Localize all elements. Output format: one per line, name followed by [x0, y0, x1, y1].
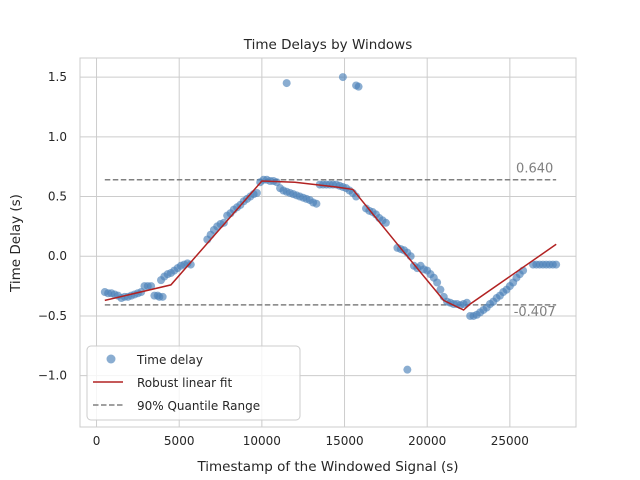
x-tick-label: 15000	[325, 434, 363, 448]
fit-line	[104, 180, 557, 311]
x-tick-label: 0	[93, 434, 101, 448]
data-point	[186, 260, 195, 269]
legend-marker-scatter	[106, 354, 116, 364]
y-tick-label: −1.0	[38, 369, 67, 383]
data-point	[354, 82, 363, 91]
quantile-lines	[104, 179, 557, 306]
x-tick-label: 20000	[408, 434, 446, 448]
chart-title: Time Delays by Windows	[243, 37, 412, 53]
data-point	[352, 192, 361, 201]
data-point	[462, 298, 471, 307]
y-tick-label: 0.5	[48, 190, 67, 204]
data-point	[312, 199, 321, 208]
x-axis-title: Timestamp of the Windowed Signal (s)	[196, 459, 458, 475]
data-point	[338, 73, 347, 82]
robust-fit-line	[104, 180, 557, 311]
y-tick-label: −0.5	[38, 309, 67, 323]
data-point	[282, 79, 291, 88]
data-point	[433, 278, 442, 287]
y-tick-label: 1.5	[48, 70, 67, 84]
data-point	[219, 218, 228, 227]
legend-label-quantile: 90% Quantile Range	[137, 399, 260, 413]
data-point	[552, 260, 561, 269]
legend-box	[86, 345, 301, 421]
data-point	[436, 285, 445, 294]
legend-label-scatter: Time delay	[136, 353, 203, 367]
data-point	[252, 188, 261, 197]
data-point	[381, 218, 390, 227]
annotations: 0.640 -0.407	[514, 162, 556, 320]
legend: Time delay Robust linear fit 90% Quantil…	[86, 345, 301, 421]
data-point	[158, 292, 167, 301]
legend-label-fit: Robust linear fit	[137, 376, 232, 390]
quantile-annotation: 0.640	[516, 162, 553, 177]
data-point	[403, 365, 412, 374]
y-axis-title: Time Delay (s)	[8, 194, 24, 293]
y-tick-label: 1.0	[48, 130, 67, 144]
tick-labels: 0 5000 10000 15000 20000 25000 −1.0 −0.5 0.0 0.5 1…	[38, 70, 529, 448]
x-tick-label: 10000	[243, 434, 281, 448]
y-tick-label: 0.0	[48, 249, 67, 263]
x-tick-label: 25000	[491, 434, 529, 448]
data-point	[147, 282, 156, 291]
x-tick-label: 5000	[164, 434, 195, 448]
quantile-annotation: -0.407	[514, 305, 556, 320]
